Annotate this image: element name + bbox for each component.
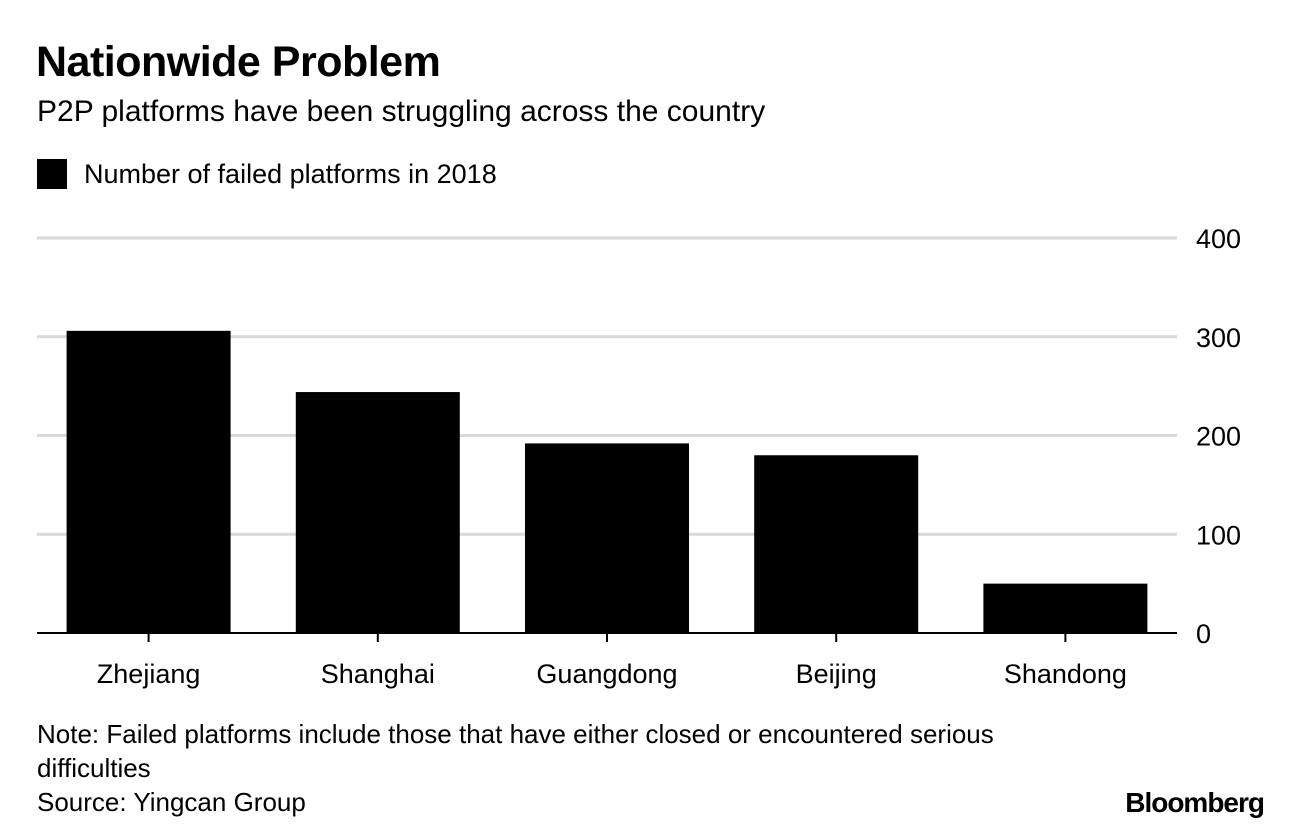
chart-title: Nationwide Problem — [36, 38, 441, 86]
x-tick-label: Guangdong — [536, 659, 677, 689]
bloomberg-logo: Bloomberg — [1125, 787, 1265, 818]
x-tick-label: Zhejiang — [97, 659, 201, 689]
footer-source: Source: Yingcan Group — [37, 787, 306, 817]
x-tick-label: Shanghai — [321, 659, 435, 689]
x-tick-label: Shandong — [1004, 659, 1127, 689]
y-tick-label: 200 — [1196, 422, 1241, 452]
chart-subtitle: P2P platforms have been struggling acros… — [37, 95, 766, 128]
y-tick-label: 300 — [1196, 323, 1241, 353]
y-tick-label: 400 — [1196, 224, 1241, 254]
bar — [754, 455, 919, 633]
bar — [295, 392, 460, 633]
legend: Number of failed platforms in 2018 — [37, 158, 497, 190]
y-tick-label: 0 — [1196, 619, 1211, 649]
legend-swatch — [37, 159, 67, 189]
bar — [66, 330, 231, 633]
bar — [525, 443, 689, 633]
x-tick-label: Beijing — [796, 659, 877, 689]
y-tick-label: 100 — [1196, 520, 1241, 550]
legend-label: Number of failed platforms in 2018 — [84, 158, 497, 189]
footer-note: Note: Failed platforms include those tha… — [37, 719, 994, 783]
bar — [983, 583, 1148, 633]
